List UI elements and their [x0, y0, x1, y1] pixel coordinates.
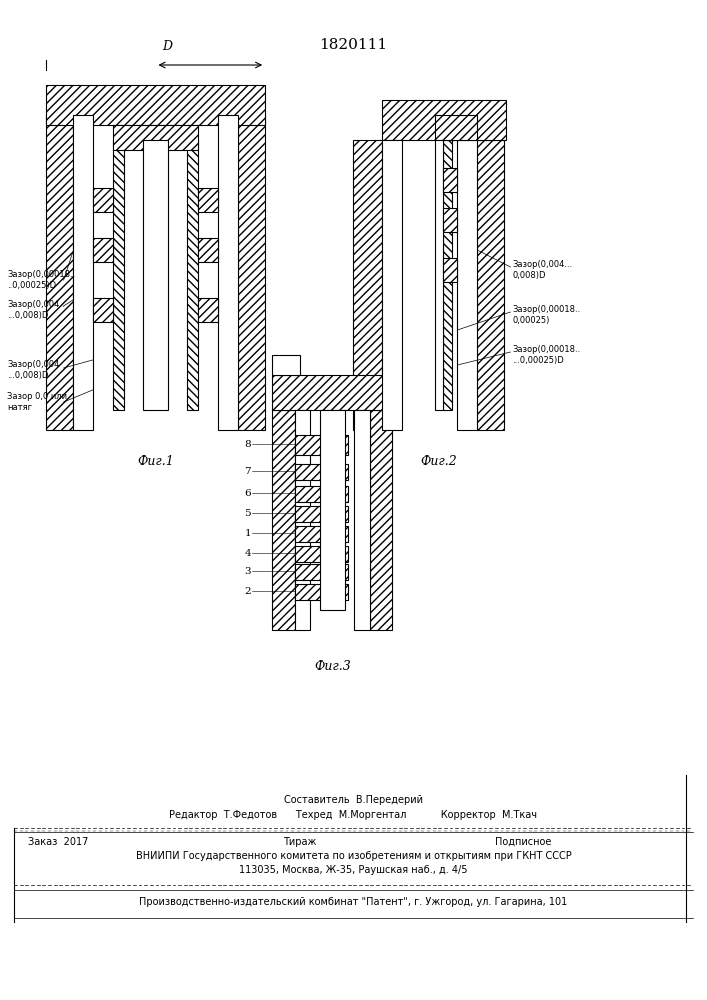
Bar [354, 140, 382, 430]
Bar [272, 375, 392, 410]
Text: ВНИИПИ Государственного комитета по изобретениям и открытиям при ГКНТ СССР: ВНИИПИ Государственного комитета по изоб… [136, 851, 571, 861]
Text: Фиг.2: Фиг.2 [420, 455, 457, 468]
Bar [354, 410, 370, 630]
Bar [457, 140, 477, 430]
Text: 1: 1 [245, 528, 251, 538]
Bar [93, 298, 113, 322]
Text: D: D [163, 40, 173, 53]
Text: 2: 2 [245, 586, 251, 595]
Bar [320, 410, 345, 610]
Text: Зазор(0,004..
...0,008)D: Зазор(0,004.. ...0,008)D [7, 300, 65, 320]
Bar [477, 140, 504, 430]
Bar [46, 115, 73, 430]
Bar [93, 188, 113, 212]
Bar [295, 564, 348, 580]
Text: Составитель  В.Передерий: Составитель В.Передерий [284, 795, 423, 805]
Bar [295, 464, 348, 480]
Bar [218, 115, 238, 430]
Text: 6: 6 [245, 488, 251, 497]
Bar [435, 115, 477, 140]
Bar [113, 140, 124, 410]
Bar [198, 238, 218, 262]
Text: Заказ  2017: Заказ 2017 [28, 837, 88, 847]
Bar [295, 506, 348, 522]
Bar [370, 410, 392, 630]
Bar [443, 168, 457, 192]
Bar [198, 298, 218, 322]
Bar [272, 355, 300, 375]
Text: 4: 4 [245, 548, 251, 558]
Bar [382, 140, 402, 430]
Bar [238, 115, 265, 430]
Bar [93, 238, 113, 262]
Bar [295, 526, 348, 542]
Text: 3: 3 [245, 566, 251, 576]
Bar [143, 140, 168, 410]
Text: 7: 7 [245, 466, 251, 476]
Text: Зазор(0,004
...0,008)D: Зазор(0,004 ...0,008)D [7, 360, 59, 380]
Text: Редактор  Т.Федотов      Техред  М.Моргентал           Корректор  М.Ткач: Редактор Т.Федотов Техред М.Моргентал Ко… [170, 810, 537, 820]
Text: 8: 8 [245, 440, 251, 449]
Text: Производственно-издательский комбинат "Патент", г. Ужгород, ул. Гагарина, 101: Производственно-издательский комбинат "П… [139, 897, 568, 907]
Bar [295, 486, 348, 502]
Text: Зазор(0,00018..
..0,00025)D: Зазор(0,00018.. ..0,00025)D [7, 270, 76, 290]
Text: Зазор(0,004...
0,008)D: Зазор(0,004... 0,008)D [513, 260, 573, 280]
Text: 113035, Москва, Ж-35, Раушская наб., д. 4/5: 113035, Москва, Ж-35, Раушская наб., д. … [239, 865, 468, 875]
Text: Фиг.3: Фиг.3 [314, 660, 351, 673]
Bar [198, 188, 218, 212]
Bar [295, 435, 348, 455]
Text: Зазор(0,00018..
...0,00025)D: Зазор(0,00018.. ...0,00025)D [513, 345, 581, 365]
Bar [443, 208, 457, 232]
Text: 5: 5 [245, 508, 251, 518]
Bar [295, 410, 310, 630]
Bar [443, 258, 457, 282]
Bar [272, 410, 295, 630]
Text: Зазор 0,0 или
натяг: Зазор 0,0 или натяг [7, 392, 67, 412]
Bar [46, 85, 265, 125]
Bar [443, 140, 452, 410]
Bar [113, 125, 198, 150]
Bar [295, 584, 348, 600]
Text: Фиг.1: Фиг.1 [137, 455, 174, 468]
Bar [187, 140, 198, 410]
Bar [382, 100, 506, 140]
Text: Тираж: Тираж [283, 837, 316, 847]
Bar [295, 546, 348, 562]
Text: Зазор(0,00018..
0,00025): Зазор(0,00018.. 0,00025) [513, 305, 581, 325]
Text: Подписное: Подписное [495, 837, 551, 847]
Text: 1820111: 1820111 [320, 38, 387, 52]
Bar [73, 115, 93, 430]
Bar [435, 140, 443, 410]
